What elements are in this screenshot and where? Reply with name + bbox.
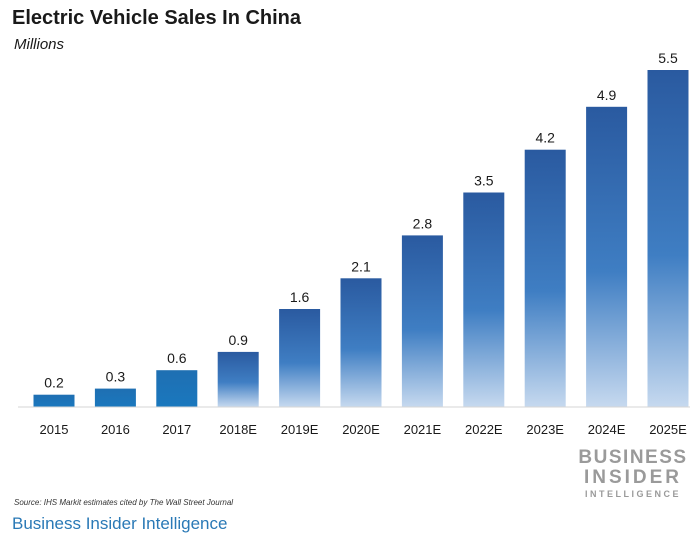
- value-label-2019E: 1.6: [290, 289, 310, 305]
- logo-insider: INSIDER: [584, 467, 682, 488]
- tick-label-2022E: 2022E: [465, 422, 503, 437]
- value-label-2021E: 2.8: [413, 215, 433, 231]
- tick-label-2020E: 2020E: [342, 422, 380, 437]
- tick-label-2015: 2015: [40, 422, 69, 437]
- bar-2015: [33, 394, 75, 407]
- logo-intelligence: INTELLIGENCE: [585, 489, 681, 499]
- bar-2022E: [463, 192, 505, 407]
- tick-label-2018E: 2018E: [219, 422, 257, 437]
- value-label-2025E: 5.5: [658, 50, 678, 66]
- bar-2024E: [586, 106, 628, 408]
- bars-group: [33, 70, 689, 408]
- chart-title: Electric Vehicle Sales In China: [12, 7, 302, 29]
- tick-label-2025E: 2025E: [649, 422, 687, 437]
- tick-labels-group: 2015 2016 2017 2018E 2019E 2020E 2021E 2022E 202…: [40, 422, 688, 437]
- tick-label-2017: 2017: [162, 422, 191, 437]
- tick-label-2021E: 2021E: [404, 422, 442, 437]
- value-labels-group: 0.2 0.3 0.6 0.9 1.6 2.1 2.8 3.5 4.2 4.9 5.5: [44, 50, 678, 391]
- tick-label-2024E: 2024E: [588, 422, 626, 437]
- bar-2020E: [340, 278, 382, 407]
- bar-2019E: [279, 309, 321, 407]
- bar-2025E: [647, 70, 689, 407]
- bar-2021E: [401, 235, 443, 407]
- value-label-2020E: 2.1: [351, 258, 371, 274]
- source-note: Source: IHS Markit estimates cited by Th…: [14, 498, 233, 507]
- bar-2018E: [217, 351, 259, 407]
- value-label-2015: 0.2: [44, 375, 64, 391]
- logo-business: BUSINESS: [578, 447, 687, 468]
- bar-2023E: [524, 149, 566, 407]
- footer-caption: Business Insider Intelligence: [12, 514, 228, 533]
- value-label-2022E: 3.5: [474, 173, 494, 189]
- value-label-2023E: 4.2: [535, 130, 555, 146]
- chart-subtitle: Millions: [14, 36, 65, 53]
- value-label-2024E: 4.9: [597, 87, 617, 103]
- tick-label-2016: 2016: [101, 422, 130, 437]
- bar-2017: [156, 370, 198, 407]
- tick-label-2019E: 2019E: [281, 422, 319, 437]
- value-label-2017: 0.6: [167, 350, 187, 366]
- tick-label-2023E: 2023E: [526, 422, 564, 437]
- value-label-2016: 0.3: [106, 369, 126, 385]
- value-label-2018E: 0.9: [228, 332, 248, 348]
- bar-2016: [94, 388, 136, 407]
